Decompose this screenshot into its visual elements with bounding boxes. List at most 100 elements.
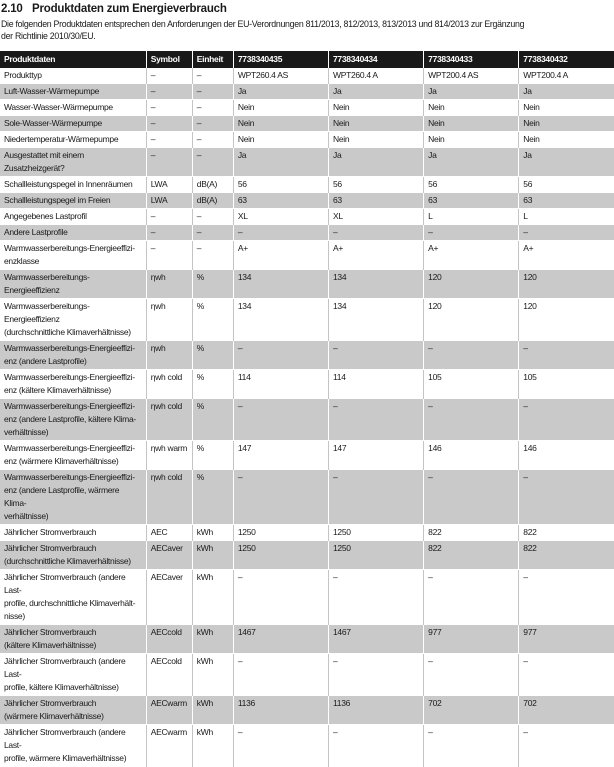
value-cell: 146 (423, 440, 519, 470)
value-cell: WPT200.4 A (518, 68, 614, 84)
symbol-cell: – (145, 147, 193, 177)
value-cell: – (423, 724, 519, 767)
value-cell: – (327, 398, 424, 441)
value-cell: 1136 (327, 695, 424, 725)
product-label-cell: Produkttyp (4, 70, 42, 80)
product-label-cell: Warmwasserbereitungs-Energieeffizi- enz … (4, 443, 135, 466)
value-cell: Nein (518, 99, 614, 116)
value-cell: 1250 (232, 540, 329, 570)
table-row: Jährlicher Stromverbrauch (wärmere Klima… (0, 695, 614, 725)
page-title: Produktdaten zum Energieverbrauch (32, 3, 227, 15)
product-label-cell: Angegebenes Lastprofil (4, 211, 87, 221)
product-label-cell: Sole-Wasser-Wärmepumpe (0, 115, 147, 132)
value-cell: Nein (423, 99, 519, 116)
symbol-cell: – (145, 83, 193, 100)
value-cell: 56 (518, 176, 614, 193)
table-row: Warmwasserbereitungs-Energieeffizi- enz … (0, 369, 614, 399)
value-cell: – (232, 224, 329, 241)
table-row: Warmwasserbereitungs-Energieeffizi- enz … (0, 340, 614, 370)
product-label-cell: Warmwasserbereitungs-Energieeffizienz (0, 269, 147, 299)
col-header-7738340433: 7738340433 (423, 51, 519, 68)
unit-cell: – (191, 68, 234, 84)
value-cell: Nein (232, 115, 329, 132)
value-cell: L (423, 208, 519, 225)
value-cell: – (518, 340, 614, 370)
value-cell: Nein (327, 99, 424, 116)
value-cell: 977 (423, 624, 519, 654)
unit-cell: – (191, 99, 234, 116)
value-cell: 114 (232, 369, 329, 399)
unit-cell: kWh (191, 695, 234, 725)
product-label-cell: Jährlicher Stromverbrauch (4, 527, 97, 537)
table-header-row: Produktdaten Symbol Einheit 7738340435 77383… (0, 51, 614, 68)
table-row: Niedertemperatur-Wärmepumpe – – Nein Nein Nei… (0, 131, 614, 148)
unit-cell: % (191, 340, 234, 370)
value-cell: Nein (423, 115, 519, 132)
unit-cell: % (191, 269, 234, 299)
symbol-cell: – (145, 224, 193, 241)
product-label-cell: Warmwasserbereitungs-Energieeffizi- enzk… (4, 243, 135, 266)
value-cell: WPT260.4 A (327, 68, 424, 84)
symbol-cell: AECaver (145, 540, 193, 570)
product-label-cell: Jährlicher Stromverbrauch (andere Last- … (4, 572, 136, 621)
table-row: Andere Lastprofile – – – – – – (0, 224, 614, 241)
unit-cell: kWh (191, 724, 234, 767)
col-header-7738340434: 7738340434 (327, 51, 424, 68)
value-cell: 105 (423, 369, 519, 399)
unit-cell: dB(A) (191, 192, 234, 209)
value-cell: – (518, 398, 614, 441)
table-row: Warmwasserbereitungs-Energieeffizi- enz … (0, 469, 614, 525)
symbol-cell: – (145, 115, 193, 132)
value-cell: 120 (423, 298, 519, 341)
value-cell: 134 (327, 298, 424, 341)
table-row: Ausgestattet mit einem Zusatzheizgerät? –… (0, 147, 614, 177)
value-cell: A+ (423, 240, 519, 270)
value-cell: Nein (232, 131, 329, 148)
value-cell: – (327, 340, 424, 370)
symbol-cell: ηwh (145, 340, 193, 370)
table-row: Warmwasserbereitungs-Energieeffizienz (d… (0, 298, 614, 341)
value-cell: 63 (232, 192, 329, 209)
symbol-cell: AECwarm (145, 695, 193, 725)
product-label-cell: Jährlicher Stromverbrauch (durchschnittl… (0, 540, 147, 570)
value-cell: – (518, 724, 614, 767)
value-cell: 120 (518, 298, 614, 341)
value-cell: – (232, 724, 329, 767)
value-cell: 702 (423, 695, 519, 725)
value-cell: A+ (327, 240, 424, 270)
symbol-cell: LWA (145, 176, 193, 193)
table-row: Schallleistungspegel in Innenräumen LWA dB… (0, 176, 614, 193)
symbol-cell: AEC (145, 524, 193, 541)
unit-cell: % (191, 469, 234, 525)
value-cell: 134 (232, 269, 329, 299)
product-label-cell: Warmwasserbereitungs-Energieeffizi- enz … (0, 469, 147, 525)
value-cell: Ja (518, 147, 614, 177)
value-cell: L (518, 208, 614, 225)
value-cell: – (423, 469, 519, 525)
value-cell: 1136 (232, 695, 329, 725)
col-header-symbol: Symbol (145, 51, 193, 68)
table-row: Schallleistungspegel im Freien LWA dB(A) 63… (0, 192, 614, 209)
symbol-cell: ηwh cold (145, 469, 193, 525)
value-cell: – (327, 469, 424, 525)
value-cell: – (518, 224, 614, 241)
table-row: Warmwasserbereitungs-Energieeffizienz ηwh… (0, 269, 614, 299)
unit-cell: – (191, 208, 234, 225)
table-row: Warmwasserbereitungs-Energieeffizi- enz … (0, 398, 614, 441)
value-cell: XL (327, 208, 424, 225)
value-cell: 63 (327, 192, 424, 209)
value-cell: – (423, 224, 519, 241)
product-label-cell: Jährlicher Stromverbrauch (kältere Klima… (0, 624, 147, 654)
symbol-cell: ηwh cold (145, 369, 193, 399)
symbol-cell: AECwarm (145, 724, 193, 767)
value-cell: 56 (327, 176, 424, 193)
symbol-cell: – (145, 208, 193, 225)
value-cell: – (423, 569, 519, 625)
product-label-cell: Luft-Wasser-Wärmepumpe (0, 83, 147, 100)
symbol-cell: – (145, 68, 193, 84)
symbol-cell: AECaver (145, 569, 193, 625)
unit-cell: – (191, 83, 234, 100)
value-cell: 822 (518, 540, 614, 570)
value-cell: – (327, 569, 424, 625)
